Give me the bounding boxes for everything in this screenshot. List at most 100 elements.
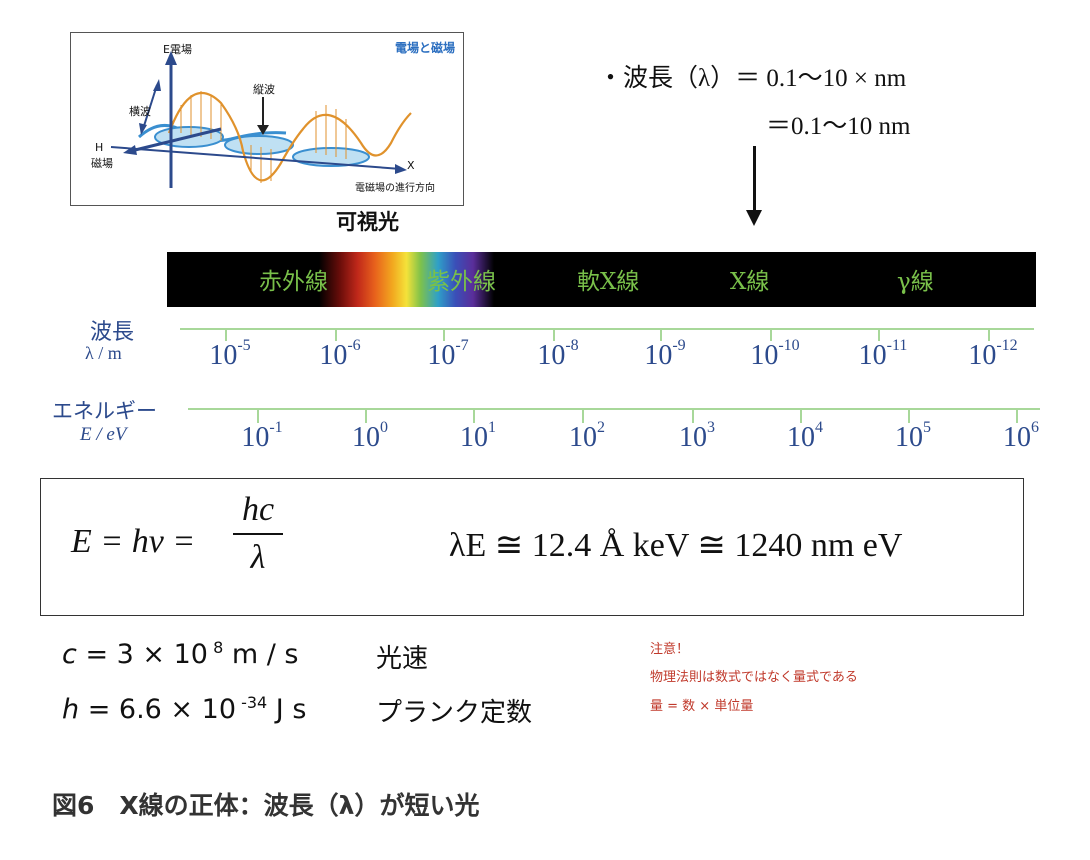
wavelength-unit-label: λ / m bbox=[85, 343, 122, 363]
wavelength-tick-base: 10 bbox=[537, 340, 566, 371]
energy-tick-label: 104 bbox=[765, 419, 845, 454]
wavelength-tick-label: 10-7 bbox=[408, 337, 488, 372]
wavelength-tick bbox=[770, 329, 772, 341]
wavelength-tick-base: 10 bbox=[209, 340, 238, 371]
energy-tick-exponent: 5 bbox=[923, 419, 931, 436]
note-warning: 注意！ bbox=[650, 642, 690, 657]
wavelength-tick bbox=[660, 329, 662, 341]
formula-fraction: hc λ bbox=[233, 491, 283, 577]
wavelength-tick bbox=[878, 329, 880, 341]
wavelength-range-line1: ・波長（λ）＝ 0.1〜10 × nm bbox=[598, 65, 907, 92]
inset-title: 電場と磁場 bbox=[394, 41, 455, 55]
energy-tick-base: 10 bbox=[679, 422, 707, 453]
band-gamma: γ線 bbox=[897, 269, 934, 295]
energy-tick-base: 10 bbox=[352, 422, 380, 453]
constant-c-symbol: c bbox=[62, 639, 77, 670]
wavelength-tick bbox=[988, 329, 990, 341]
em-wave-diagram bbox=[110, 51, 412, 188]
wavelength-tick-base: 10 bbox=[644, 340, 673, 371]
constant-c-name: 光速 bbox=[376, 644, 429, 674]
energy-tick-base: 10 bbox=[241, 422, 270, 453]
band-soft-xray: 軟X線 bbox=[577, 269, 640, 295]
em-wave-inset: 電場と磁場 E電場 横波 H 磁場 縦波 X 電磁場の進行方向 bbox=[70, 32, 464, 206]
constant-h-exp: -34 bbox=[236, 693, 268, 712]
wavelength-tick bbox=[335, 329, 337, 341]
constant-h-unit: J s bbox=[267, 694, 307, 725]
energy-tick bbox=[257, 409, 259, 423]
wavelength-tick-base: 10 bbox=[750, 340, 779, 371]
energy-tick bbox=[473, 409, 475, 423]
wavelength-tick-label: 10-5 bbox=[190, 337, 270, 372]
constant-c-exp: 8 bbox=[207, 638, 224, 657]
energy-tick-base: 10 bbox=[460, 422, 488, 453]
band-infrared: 赤外線 bbox=[259, 269, 328, 295]
constant-c: c = 3 × 10 8 m / s bbox=[62, 638, 298, 670]
visible-light-label: 可視光 bbox=[336, 209, 399, 234]
wavelength-tick bbox=[553, 329, 555, 341]
pointer-arrow-shaft bbox=[753, 146, 756, 214]
energy-unit-label: E / eV bbox=[80, 424, 127, 445]
pointer-arrow-icon bbox=[746, 210, 762, 226]
wavelength-tick-label: 10-12 bbox=[953, 337, 1033, 372]
energy-tick-exponent: 2 bbox=[597, 419, 605, 436]
energy-tick-base: 10 bbox=[569, 422, 597, 453]
wavelength-tick-exponent: -7 bbox=[455, 337, 469, 354]
energy-axis-label: エネルギー bbox=[52, 399, 157, 423]
transverse-wave-label: 横波 bbox=[129, 105, 151, 118]
wavelength-tick-label: 10-9 bbox=[625, 337, 705, 372]
fraction-denominator: λ bbox=[250, 539, 266, 576]
fraction-numerator: hc bbox=[241, 491, 275, 528]
band-ultraviolet: 紫外線 bbox=[427, 269, 496, 295]
formula-rhs: λE ≅ 12.4 Å keV ≅ 1240 nm eV bbox=[449, 527, 903, 564]
energy-tick bbox=[365, 409, 367, 423]
energy-tick-label: 100 bbox=[330, 419, 410, 454]
wavelength-tick-base: 10 bbox=[427, 340, 456, 371]
longitudinal-wave-label: 縦波 bbox=[253, 83, 275, 96]
wavelength-tick-label: 10-8 bbox=[518, 337, 598, 372]
constant-c-value: = 3 × 10 bbox=[76, 639, 208, 670]
note-quantity: 量 = 数 × 単位量 bbox=[650, 699, 754, 714]
energy-tick-label: 103 bbox=[657, 419, 737, 454]
energy-tick-label: 105 bbox=[873, 419, 953, 454]
energy-tick-base: 10 bbox=[895, 422, 923, 453]
figure-caption: 図6 X線の正体：波長（λ）が短い光 bbox=[52, 791, 480, 820]
energy-tick-label: 102 bbox=[547, 419, 627, 454]
energy-tick bbox=[582, 409, 584, 423]
wavelength-tick-exponent: -6 bbox=[347, 337, 361, 354]
energy-axis-line bbox=[188, 408, 1040, 410]
x-axis-label: X bbox=[407, 159, 415, 172]
energy-tick-label: 101 bbox=[438, 419, 518, 454]
constant-h-value: = 6.6 × 10 bbox=[79, 694, 236, 725]
band-xray: X線 bbox=[730, 269, 770, 295]
wavelength-tick-exponent: -5 bbox=[237, 337, 251, 354]
energy-tick-exponent: 6 bbox=[1031, 419, 1039, 436]
energy-tick-base: 10 bbox=[787, 422, 815, 453]
energy-tick-exponent: 3 bbox=[707, 419, 715, 436]
wavelength-tick bbox=[443, 329, 445, 341]
constant-h-name: プランク定数 bbox=[376, 698, 533, 728]
energy-tick-exponent: 1 bbox=[488, 419, 496, 436]
energy-tick-label: 10-1 bbox=[222, 419, 302, 454]
wavelength-tick-exponent: -12 bbox=[996, 337, 1018, 354]
h-axis-label: H bbox=[95, 141, 104, 154]
wavelength-tick-base: 10 bbox=[319, 340, 348, 371]
e-field-label: E電場 bbox=[163, 43, 192, 56]
energy-tick bbox=[1016, 409, 1018, 423]
formula-box: E = hν = hc λ λE ≅ 12.4 Å keV ≅ 1240 nm … bbox=[40, 478, 1024, 616]
wavelength-axis-line bbox=[180, 328, 1034, 330]
visible-rainbow bbox=[319, 252, 494, 307]
formula-lhs: E = hν = bbox=[71, 523, 196, 560]
energy-tick bbox=[800, 409, 802, 423]
wavelength-tick-base: 10 bbox=[858, 340, 887, 371]
energy-tick bbox=[908, 409, 910, 423]
fraction-bar bbox=[233, 533, 283, 535]
constant-h: h = 6.6 × 10 -34 J s bbox=[62, 693, 306, 725]
wavelength-range-line2: ＝0.1〜10 nm bbox=[766, 113, 911, 140]
constant-c-unit: m / s bbox=[223, 639, 299, 670]
note-law: 物理法則は数式ではなく量式である bbox=[650, 670, 858, 685]
wavelength-tick-exponent: -8 bbox=[565, 337, 579, 354]
wavelength-tick-base: 10 bbox=[968, 340, 997, 371]
wavelength-tick-exponent: -11 bbox=[886, 337, 908, 354]
wavelength-tick-exponent: -10 bbox=[778, 337, 800, 354]
wavelength-tick-label: 10-11 bbox=[843, 337, 923, 372]
